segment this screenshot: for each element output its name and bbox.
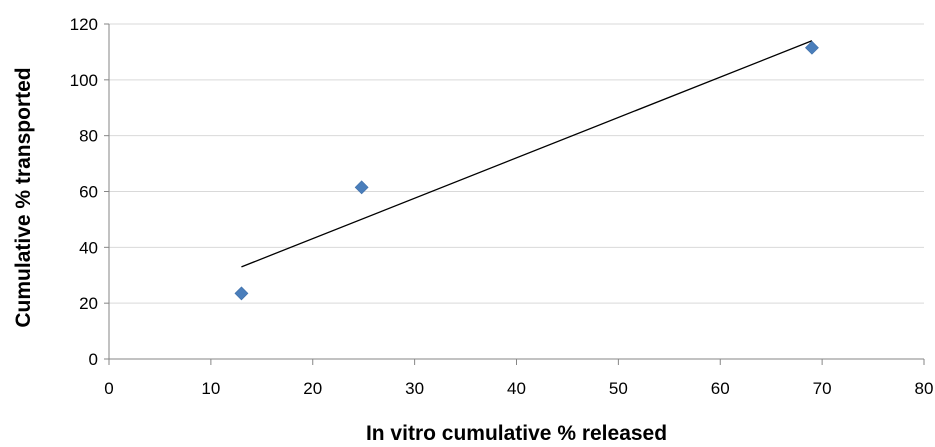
data-points — [234, 40, 819, 301]
x-tick-label: 60 — [711, 379, 730, 398]
x-tick-label: 10 — [201, 379, 220, 398]
linear-trendline — [241, 40, 813, 268]
y-tick-label: 20 — [79, 294, 98, 313]
y-tick-label: 0 — [89, 350, 98, 369]
x-tick-label: 20 — [303, 379, 322, 398]
axes — [104, 23, 925, 365]
y-tick-label: 40 — [79, 238, 98, 257]
y-tick-label: 60 — [79, 183, 98, 202]
x-tick-label: 40 — [507, 379, 526, 398]
data-point-diamond — [234, 286, 249, 301]
gridlines — [109, 23, 924, 304]
y-tick-label: 100 — [70, 71, 98, 90]
x-tick-label: 50 — [609, 379, 628, 398]
y-tick-label: 80 — [79, 127, 98, 146]
x-tick-label: 0 — [104, 379, 113, 398]
data-point-diamond — [805, 40, 819, 55]
y-axis-title: Cumulative % transported — [12, 67, 35, 327]
trendline-layer — [241, 40, 813, 268]
x-tick-label: 80 — [915, 379, 934, 398]
x-axis-title: In vitro cumulative % released — [366, 422, 667, 445]
tick-labels: 0 20 40 60 80 100 120 0 10 20 30 40 50 60 70 80 — [70, 15, 934, 398]
x-tick-label: 30 — [405, 379, 424, 398]
y-tick-label: 120 — [70, 15, 98, 34]
data-point-diamond — [354, 180, 369, 195]
x-tick-label: 70 — [813, 379, 832, 398]
